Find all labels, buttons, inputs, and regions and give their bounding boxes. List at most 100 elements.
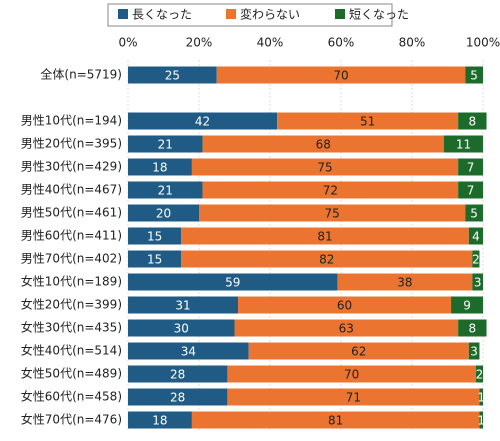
- bar-segment: [227, 388, 480, 406]
- value-label: 18: [152, 161, 167, 175]
- legend-swatch: [335, 9, 345, 19]
- bar-segment: [128, 66, 217, 84]
- bar-segment: [472, 250, 480, 268]
- legend-swatch: [226, 9, 236, 19]
- value-label: 72: [323, 184, 338, 198]
- value-label: 15: [147, 230, 162, 244]
- value-label: 63: [339, 322, 354, 336]
- bar-segment: [458, 319, 487, 337]
- bar-segment: [451, 296, 483, 314]
- value-label: 70: [344, 368, 359, 382]
- value-label: 7: [467, 184, 475, 198]
- bar-segment: [465, 204, 483, 222]
- y-tick-label: 男性40代(n=467): [21, 183, 122, 197]
- bar-segment: [248, 342, 469, 360]
- value-label: 1: [477, 414, 485, 428]
- value-label: 18: [152, 414, 167, 428]
- value-label: 81: [317, 230, 332, 244]
- bar-segment: [234, 319, 459, 337]
- bar-segment: [458, 181, 483, 199]
- y-tick-label: 女性40代(n=514): [21, 343, 122, 358]
- value-label: 25: [165, 69, 180, 83]
- bar-segment: [479, 388, 483, 406]
- value-label: 21: [158, 184, 173, 198]
- value-label: 75: [324, 207, 339, 221]
- bar-segment: [128, 388, 228, 406]
- value-label: 38: [397, 276, 412, 290]
- value-label: 9: [463, 299, 471, 313]
- value-label: 8: [469, 322, 477, 336]
- y-tick-label: 男性30代(n=429): [21, 160, 122, 174]
- value-label: 3: [470, 345, 478, 359]
- value-label: 7: [467, 161, 475, 175]
- bar-segment: [199, 204, 466, 222]
- x-tick-label: 20%: [186, 36, 213, 50]
- bar-segment: [128, 296, 239, 314]
- y-tick-label: 女性60代(n=458): [21, 389, 122, 404]
- bar-segment: [128, 227, 182, 245]
- bar-segment: [128, 273, 338, 291]
- bar-segment: [202, 135, 444, 153]
- bar-segment: [443, 135, 483, 153]
- bar-segment: [181, 250, 473, 268]
- value-label: 4: [472, 230, 480, 244]
- legend-label: 長くなった: [132, 8, 192, 22]
- bar-segment: [468, 342, 480, 360]
- y-tick-label: 男性50代(n=461): [21, 206, 122, 220]
- bar-segment: [181, 227, 469, 245]
- value-label: 34: [181, 345, 196, 359]
- value-label: 3: [474, 276, 482, 290]
- y-tick-label: 全体(n=5719): [40, 67, 122, 82]
- value-label: 62: [351, 345, 366, 359]
- value-label: 8: [469, 115, 477, 129]
- y-tick-label: 男性10代(n=194): [21, 114, 122, 128]
- x-tick-label: 60%: [328, 36, 355, 50]
- value-label: 2: [476, 368, 484, 382]
- value-label: 5: [470, 69, 478, 83]
- x-tick-label: 80%: [399, 36, 426, 50]
- value-label: 60: [337, 299, 352, 313]
- legend-box: [107, 3, 393, 27]
- bar-segment: [458, 112, 487, 130]
- bar-segment: [128, 112, 278, 130]
- bar-segment: [128, 411, 192, 429]
- bar-segment: [227, 365, 476, 383]
- value-label: 30: [174, 322, 189, 336]
- value-label: 81: [328, 414, 343, 428]
- y-tick-label: 男性60代(n=411): [21, 229, 122, 243]
- y-tick-label: 男性70代(n=402): [21, 252, 122, 266]
- y-tick-label: 女性70代(n=476): [21, 412, 122, 427]
- bar-segment: [128, 158, 192, 176]
- value-label: 5: [470, 207, 478, 221]
- value-label: 28: [170, 391, 185, 405]
- value-label: 42: [195, 115, 210, 129]
- bar-segment: [475, 365, 483, 383]
- legend-label: 短くなった: [349, 8, 409, 22]
- bar-segment: [337, 273, 473, 291]
- value-label: 11: [456, 138, 471, 152]
- value-label: 51: [360, 115, 375, 129]
- bar-segment: [202, 181, 459, 199]
- bar-segment: [479, 411, 483, 429]
- bar-segment: [128, 365, 228, 383]
- value-label: 28: [170, 368, 185, 382]
- value-label: 82: [319, 253, 334, 267]
- bar-segment: [465, 66, 483, 84]
- value-label: 75: [317, 161, 332, 175]
- bar-segment: [128, 181, 203, 199]
- value-label: 68: [316, 138, 331, 152]
- value-label: 31: [175, 299, 190, 313]
- value-label: 2: [472, 253, 480, 267]
- x-tick-label: 40%: [257, 36, 284, 50]
- value-label: 1: [477, 391, 485, 405]
- value-label: 71: [346, 391, 361, 405]
- bar-segment: [128, 250, 182, 268]
- bar-segment: [238, 296, 452, 314]
- y-tick-label: 女性20代(n=399): [21, 297, 122, 312]
- bar-segment: [216, 66, 466, 84]
- y-tick-label: 女性30代(n=435): [21, 320, 122, 335]
- bar-segment: [472, 273, 483, 291]
- legend-swatch: [118, 9, 128, 19]
- bar-segment: [277, 112, 459, 130]
- value-label: 59: [225, 276, 240, 290]
